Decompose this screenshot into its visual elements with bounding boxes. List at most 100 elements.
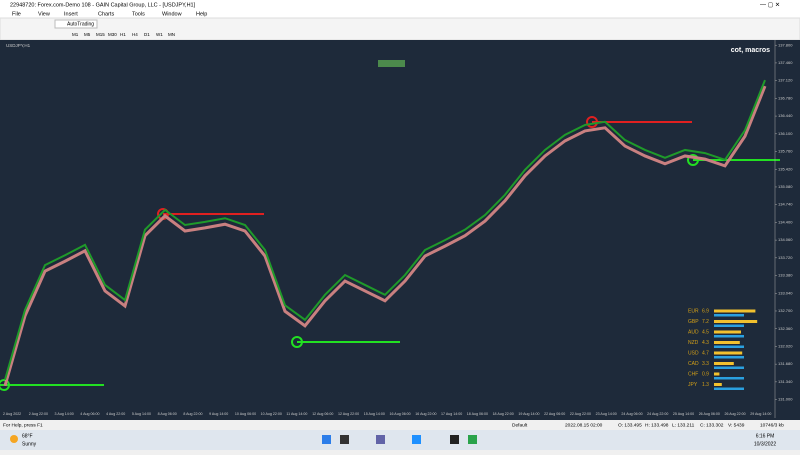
app-icon[interactable] xyxy=(468,435,477,444)
strength-value: 4.7 xyxy=(702,350,709,356)
x-tick-label: 10 Aug 06:00 xyxy=(235,412,256,416)
x-tick-label: 26 Aug 06:00 xyxy=(699,412,720,416)
currency-label: CHF xyxy=(688,371,698,377)
status-bar xyxy=(0,420,800,430)
start-button[interactable] xyxy=(322,435,331,444)
strength-base xyxy=(714,356,744,359)
status-field: Default xyxy=(512,422,528,428)
strength-value: 7.2 xyxy=(702,319,709,325)
weather: Sunny xyxy=(22,441,37,447)
timeframe-button[interactable]: W1 xyxy=(156,32,163,37)
strength-base xyxy=(714,377,744,380)
y-tick-label: 132.020 xyxy=(778,343,793,348)
timeframe-button[interactable]: M1 xyxy=(72,32,79,37)
window-title: 22948720: Forex.com-Demo 108 - GAIN Capi… xyxy=(10,2,196,8)
status-field: 10746/3 kb xyxy=(760,422,784,428)
app-icon[interactable] xyxy=(340,435,349,444)
x-tick-label: 3 Aug 14:00 xyxy=(55,412,74,416)
autotrading-button[interactable] xyxy=(54,19,98,29)
timeframe-button[interactable]: M30 xyxy=(108,32,117,37)
x-tick-label: 4 Aug 22:00 xyxy=(106,412,125,416)
menu-item[interactable]: Charts xyxy=(98,11,114,17)
y-tick-label: 136.440 xyxy=(778,113,793,118)
chart-symbol: USDJPY,H1 xyxy=(6,43,31,48)
strength-bar xyxy=(714,351,743,355)
menu-item[interactable]: Tools xyxy=(132,11,145,17)
y-tick-label: 133.040 xyxy=(778,290,793,295)
signal xyxy=(0,379,10,391)
x-tick-label: 2 Aug 22:00 xyxy=(29,412,48,416)
strength-base xyxy=(714,387,744,390)
x-tick-label: 8 Aug 06:00 xyxy=(158,412,177,416)
menu-item[interactable]: Window xyxy=(162,11,182,17)
currency-label: EUR xyxy=(688,308,699,314)
x-tick-label: 2 Aug 2022 xyxy=(3,412,21,416)
x-tick-label: 19 Aug 14:00 xyxy=(518,412,539,416)
timeframe-button[interactable]: M5 xyxy=(84,32,91,37)
y-tick-label: 137.800 xyxy=(778,42,793,47)
y-tick-label: 135.420 xyxy=(778,166,793,171)
app-icon[interactable] xyxy=(450,435,459,444)
x-tick-label: 22 Aug 22:00 xyxy=(570,412,591,416)
strength-value: 4.3 xyxy=(702,340,709,346)
y-tick-label: 131.000 xyxy=(778,397,793,402)
strength-base xyxy=(714,314,744,317)
x-tick-label: 8 Aug 22:00 xyxy=(183,412,202,416)
x-tick-label: 4 Aug 06:00 xyxy=(80,412,99,416)
signal xyxy=(586,116,598,128)
strength-bar xyxy=(714,320,758,323)
menu-item[interactable]: Help xyxy=(196,11,207,17)
status-field: C: 133.302 xyxy=(700,422,724,428)
y-tick-label: 131.340 xyxy=(778,379,793,384)
chart-area xyxy=(0,40,800,420)
strength-bar xyxy=(714,372,720,376)
strength-base xyxy=(714,324,744,327)
timeframe-button[interactable]: H1 xyxy=(120,32,126,37)
weather-icon xyxy=(10,435,18,443)
title-bar xyxy=(0,0,800,10)
timeframe-button[interactable]: D1 xyxy=(144,32,150,37)
y-tick-label: 135.760 xyxy=(778,149,793,154)
y-tick-label: 131.680 xyxy=(778,361,793,366)
x-tick-label: 11 Aug 14:00 xyxy=(286,412,307,416)
strength-value: 6.9 xyxy=(702,308,709,314)
status-field: H: 133.498 xyxy=(645,422,669,428)
timeframe-button[interactable]: H4 xyxy=(132,32,138,37)
status-field: V: 5439 xyxy=(728,422,745,428)
y-tick-label: 136.100 xyxy=(778,131,793,136)
x-tick-label: 24 Aug 06:00 xyxy=(621,412,642,416)
x-tick-label: 12 Aug 22:00 xyxy=(338,412,359,416)
clock-time: 6:16 PM xyxy=(756,433,775,439)
x-tick-label: 10 Aug 22:00 xyxy=(261,412,282,416)
window-controls[interactable]: — ▢ ✕ xyxy=(760,3,780,9)
currency-label: NZD xyxy=(688,340,699,346)
currency-label: AUD xyxy=(688,329,699,335)
y-tick-label: 132.360 xyxy=(778,326,793,331)
timeframe-button[interactable]: MN xyxy=(168,32,175,37)
menu-item[interactable]: Insert xyxy=(64,11,78,17)
x-tick-label: 17 Aug 14:00 xyxy=(441,412,462,416)
currency-label: USD xyxy=(688,350,699,356)
autotrading-label: AutoTrading xyxy=(67,21,94,27)
taskbar xyxy=(0,430,800,450)
y-tick-label: 132.700 xyxy=(778,308,793,313)
status-field: L: 133.211 xyxy=(672,422,695,428)
y-tick-label: 134.400 xyxy=(778,219,793,224)
strength-bar xyxy=(714,341,740,344)
signal xyxy=(291,336,303,348)
timeframe-button[interactable]: M15 xyxy=(96,32,105,37)
taskbar-apps[interactable] xyxy=(322,435,477,444)
menu-item[interactable]: View xyxy=(38,11,50,17)
strength-base xyxy=(714,366,744,369)
app-icon[interactable] xyxy=(376,435,385,444)
strength-base xyxy=(714,345,744,348)
strength-bar xyxy=(714,309,756,313)
strength-base xyxy=(714,335,744,338)
menu-item[interactable]: File xyxy=(12,11,21,17)
currency-label: GBP xyxy=(688,319,699,325)
strength-value: 1.3 xyxy=(702,382,709,388)
price-ribbon xyxy=(3,85,767,387)
app-icon[interactable] xyxy=(412,435,421,444)
